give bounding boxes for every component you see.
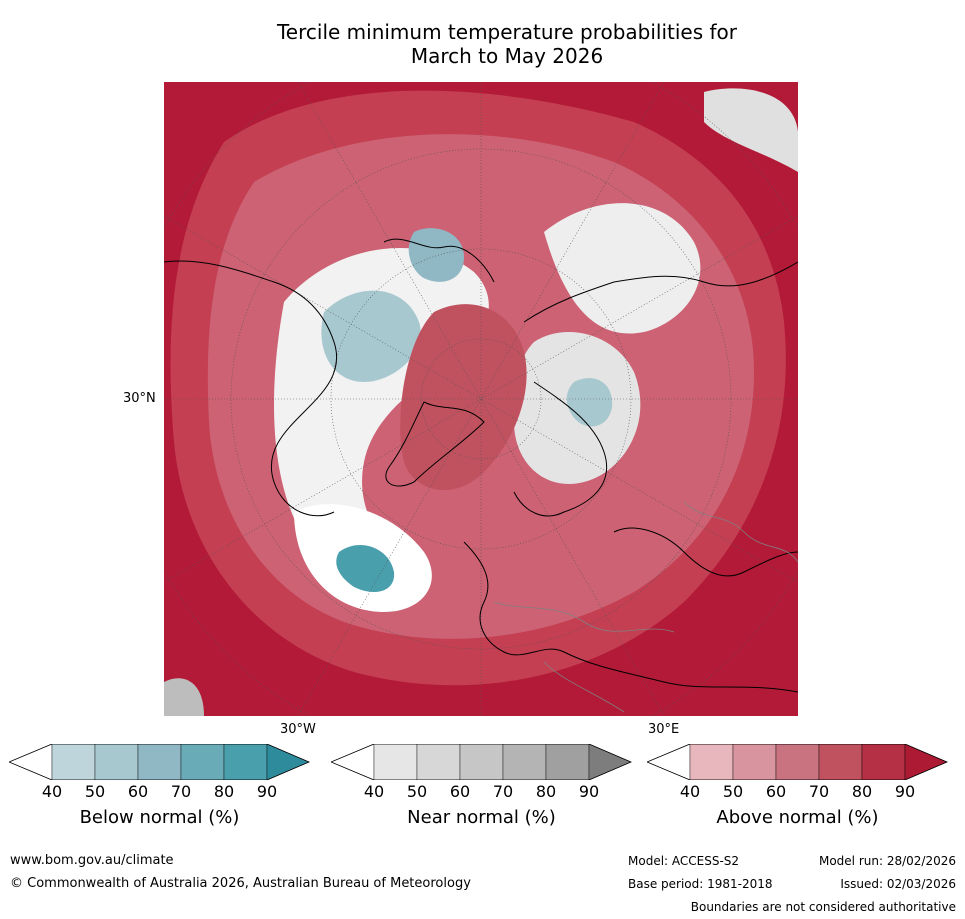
tick-label: 40 [679,782,701,801]
colorbar-segment [373,744,418,780]
map-region [336,544,395,592]
tick-label: 60 [127,782,149,801]
tick-label: 60 [449,782,471,801]
colorbar-segment [180,744,225,780]
tick-label: 80 [851,782,873,801]
colorbar-segment [775,744,820,780]
tick-label: 90 [256,782,278,801]
colorbar-svg [9,744,310,780]
copyright: © Commonwealth of Australia 2026, Austra… [10,876,471,891]
colorbar-segment [459,744,504,780]
tick-label: 50 [406,782,428,801]
colorbar-segment [223,744,268,780]
colorbar-segment [904,744,948,780]
tick-label: 90 [894,782,916,801]
colorbar-segment [818,744,863,780]
colorbar-segment [331,744,375,780]
ticks-below-normal: 40 50 60 70 80 90 [9,782,310,802]
ticks-near-normal: 40 50 60 70 80 90 [331,782,632,802]
tick-label: 70 [170,782,192,801]
tick-label: 90 [578,782,600,801]
colorbar-segment [137,744,182,780]
colorbar-below-normal [9,744,310,780]
map-region [400,304,527,491]
colorbar-segment [9,744,53,780]
colorbar-near-normal [331,744,632,780]
colorbar-above-normal [647,744,948,780]
tick-label: 50 [84,782,106,801]
lat-label-30n: 30°N [123,391,156,406]
base-period: Base period: 1981-2018 [628,877,773,891]
tick-label: 70 [492,782,514,801]
colorbar-svg [331,744,632,780]
borders [493,501,798,713]
colorbar-segment [647,744,691,780]
model-run: Model run: 28/02/2026 [818,854,956,868]
ticks-above-normal: 40 50 60 70 80 90 [647,782,948,802]
tick-label: 60 [765,782,787,801]
probability-map [164,82,798,716]
colorbar-segment [51,744,96,780]
website-link[interactable]: www.bom.gov.au/climate [10,853,174,868]
legend-label-near-normal: Near normal (%) [407,807,556,828]
tick-label: 50 [722,782,744,801]
colorbar-svg [647,744,948,780]
map-region [164,678,204,716]
colorbar-segment [502,744,547,780]
tick-label: 80 [213,782,235,801]
coastlines [164,238,798,693]
tick-label: 80 [535,782,557,801]
colorbar-segment [689,744,734,780]
title-line-1: Tercile minimum temperature probabilitie… [276,20,738,44]
disclaimer: Boundaries are not considered authoritat… [690,900,956,914]
map-region [704,88,798,172]
tick-label: 40 [363,782,385,801]
model: Model: ACCESS-S2 [628,854,740,868]
tick-label: 70 [808,782,830,801]
lon-label-30w: 30°W [280,722,316,737]
legend-label-below-normal: Below normal (%) [79,807,240,828]
colorbar-segment [732,744,777,780]
colorbar-segment [588,744,632,780]
colorbar-segment [94,744,139,780]
legend-label-above-normal: Above normal (%) [716,807,879,828]
colorbar-segment [416,744,461,780]
title-line-2: March to May 2026 [410,44,604,68]
map-region [408,228,464,282]
colorbar-segment [266,744,310,780]
chart-title: Tercile minimum temperature probabilitie… [0,20,965,68]
map-region [321,290,421,382]
issued-date: Issued: 02/03/2026 [840,877,956,891]
colorbar-segment [545,744,590,780]
map-svg [164,82,798,716]
map-region [544,203,701,334]
tick-label: 40 [41,782,63,801]
colorbar-segment [861,744,906,780]
lon-label-30e: 30°E [648,722,680,737]
